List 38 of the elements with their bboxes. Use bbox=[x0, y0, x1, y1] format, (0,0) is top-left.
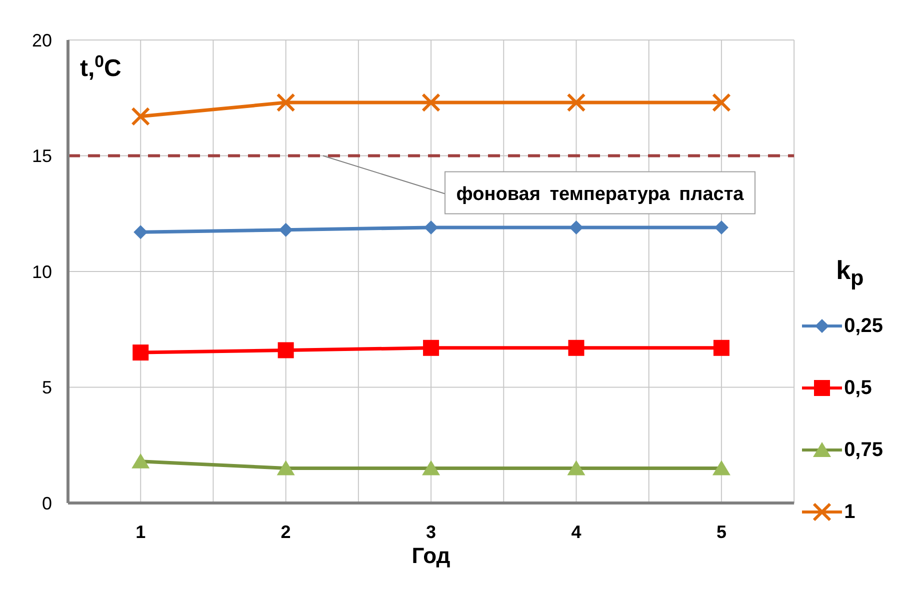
legend-label: 0,25 bbox=[844, 314, 883, 338]
ref-line-label: фоновая температура пласта bbox=[456, 184, 744, 205]
point bbox=[278, 222, 293, 237]
point bbox=[134, 225, 148, 240]
x-tick-label: 2 bbox=[280, 522, 291, 542]
y-tick-label: 15 bbox=[32, 146, 52, 166]
point bbox=[422, 93, 441, 112]
point bbox=[713, 340, 730, 356]
x-tick-label: 4 bbox=[571, 522, 582, 542]
point bbox=[423, 340, 440, 356]
x-axis-title: Год bbox=[412, 543, 450, 568]
point bbox=[569, 220, 584, 235]
legend-title: k$_{p}$ bbox=[836, 254, 865, 291]
point bbox=[424, 220, 438, 235]
point bbox=[132, 453, 150, 468]
y-tick-label: 20 bbox=[32, 30, 52, 50]
legend-label: 0,75 bbox=[844, 438, 883, 462]
y-tick-label: 5 bbox=[42, 378, 52, 398]
x-tick-label: 5 bbox=[716, 522, 726, 542]
point bbox=[566, 93, 586, 112]
point bbox=[278, 342, 294, 358]
y-axis-title: t,$^{0}$C bbox=[80, 52, 122, 82]
point bbox=[422, 460, 440, 476]
y-tick-label: 10 bbox=[32, 262, 52, 282]
x-tick-label: 3 bbox=[426, 522, 436, 542]
point bbox=[568, 340, 584, 356]
point bbox=[712, 93, 731, 112]
point bbox=[276, 460, 295, 476]
y-tick-label: 0 bbox=[42, 493, 52, 514]
point bbox=[132, 344, 149, 361]
legend-label: 1 bbox=[844, 500, 856, 524]
point bbox=[712, 460, 730, 476]
point bbox=[276, 93, 296, 112]
legend-label: 0,5 bbox=[844, 376, 872, 400]
point bbox=[714, 220, 728, 235]
point bbox=[131, 106, 150, 126]
x-tick-label: 1 bbox=[136, 522, 146, 542]
point bbox=[567, 460, 586, 476]
